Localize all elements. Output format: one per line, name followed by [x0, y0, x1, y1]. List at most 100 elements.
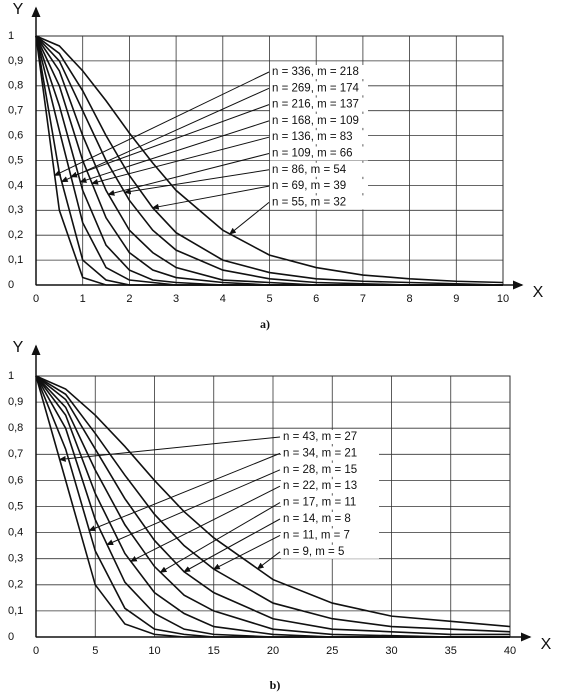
y-tick-label: 0,8	[8, 80, 23, 92]
pointer-arrow	[123, 169, 270, 195]
label-background	[281, 544, 379, 559]
curve-label: n = 86, m = 54	[272, 164, 347, 176]
y-tick-label: 0,3	[8, 204, 23, 216]
x-tick-label: 7	[360, 293, 366, 305]
y-tick-label: 0,4	[8, 527, 23, 539]
x-tick-label: 40	[504, 645, 516, 657]
curve-label: n = 22, m = 13	[283, 480, 357, 492]
y-tick-label: 0,5	[8, 500, 23, 512]
y-axis-label: Y	[13, 339, 24, 356]
curve	[35, 375, 511, 628]
x-tick-label: 0	[33, 293, 39, 305]
curve-label: n = 34, m = 21	[283, 447, 357, 459]
y-tick-label: 0,1	[8, 254, 23, 266]
curve-label: n = 9, m = 5	[283, 546, 344, 558]
curve	[35, 35, 503, 286]
curve-label: n = 28, m = 15	[283, 464, 357, 476]
y-tick-label: 0	[8, 279, 14, 291]
x-tick-label: 5	[266, 293, 272, 305]
label-background	[270, 113, 368, 128]
label-background	[270, 162, 368, 177]
curve-label: n = 69, m = 39	[272, 180, 346, 192]
label-background	[281, 512, 379, 526]
y-tick-label: 1	[8, 370, 14, 382]
curve-label: n = 14, m = 8	[283, 513, 351, 525]
curve	[35, 35, 504, 284]
y-axis-label: Y	[13, 1, 24, 18]
label-background	[270, 81, 368, 96]
x-axis-label: X	[541, 636, 552, 653]
curve	[35, 375, 510, 638]
x-tick-label: 10	[497, 293, 509, 305]
curve-label: n = 55, m = 32	[272, 196, 346, 208]
x-tick-label: 25	[326, 645, 338, 657]
y-tick-label: 0,1	[8, 605, 23, 617]
label-background	[270, 195, 368, 210]
curve-label: n = 269, m = 174	[272, 82, 360, 94]
label-background	[281, 479, 379, 494]
pointer-arrow	[58, 436, 281, 462]
label-background	[270, 146, 368, 161]
label-background	[281, 462, 379, 477]
y-tick-label: 0,3	[8, 553, 23, 565]
pointer-arrow	[106, 469, 281, 546]
x-tick-label: 6	[313, 293, 319, 305]
y-tick-label: 0,5	[8, 154, 23, 166]
y-tick-label: 0,6	[8, 130, 23, 142]
x-tick-label: 35	[445, 645, 457, 657]
label-background	[270, 179, 368, 194]
label-background	[281, 446, 379, 461]
label-background	[270, 130, 368, 145]
label-background	[270, 65, 368, 79]
x-tick-label: 4	[220, 293, 226, 305]
x-tick-label: 9	[453, 293, 459, 305]
label-background	[281, 528, 379, 543]
x-tick-label: 8	[407, 293, 413, 305]
y-tick-label: 0	[8, 631, 14, 643]
label-background	[281, 430, 379, 444]
label-background	[270, 97, 368, 112]
caption: a)	[260, 317, 270, 331]
pointer-arrow	[151, 185, 270, 210]
y-tick-label: 0,8	[8, 422, 23, 434]
x-tick-label: 10	[148, 645, 160, 657]
x-tick-label: 1	[80, 293, 86, 305]
pointer-arrow	[53, 71, 270, 176]
y-tick-label: 0,4	[8, 179, 23, 191]
pointer-arrow	[229, 202, 270, 235]
x-tick-label: 3	[173, 293, 179, 305]
curve	[35, 375, 510, 638]
pointer-arrow	[107, 153, 270, 196]
y-tick-label: 0,9	[8, 396, 23, 408]
pointer-arrow	[159, 502, 281, 573]
pointer-arrow	[183, 518, 281, 573]
x-tick-label: 30	[385, 645, 397, 657]
pointer-arrow	[70, 104, 270, 178]
curve-label: n = 17, m = 11	[283, 497, 356, 509]
label-background	[281, 495, 379, 510]
pointer-arrow	[91, 136, 270, 185]
curve-label: n = 136, m = 83	[272, 131, 353, 143]
curve	[35, 35, 504, 286]
curve-label: n = 168, m = 109	[272, 115, 359, 127]
x-tick-label: 15	[208, 645, 220, 657]
curve	[35, 375, 511, 633]
y-tick-label: 1	[8, 30, 14, 42]
y-tick-label: 0,2	[8, 579, 23, 591]
x-tick-label: 2	[126, 293, 132, 305]
y-tick-label: 0,7	[8, 105, 23, 117]
y-tick-label: 0,2	[8, 229, 23, 241]
curve-label: n = 216, m = 137	[272, 99, 359, 111]
y-tick-label: 0,7	[8, 448, 23, 460]
curve-label: n = 11, m = 7	[283, 529, 350, 541]
pointer-arrow	[212, 534, 281, 570]
pointer-arrow	[129, 485, 281, 562]
y-tick-label: 0,9	[8, 55, 23, 67]
x-tick-label: 20	[267, 645, 279, 657]
caption: b)	[270, 678, 281, 692]
curve-label: n = 336, m = 218	[272, 66, 359, 78]
x-axis-label: X	[533, 284, 544, 301]
x-tick-label: 5	[92, 645, 98, 657]
pointer-arrow	[256, 551, 281, 570]
y-tick-label: 0,6	[8, 474, 23, 486]
